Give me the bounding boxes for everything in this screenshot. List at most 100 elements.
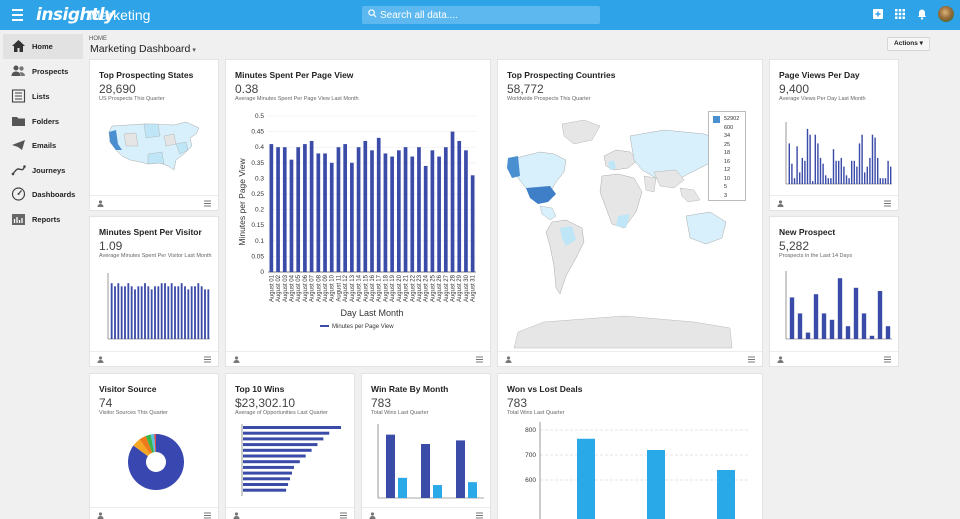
card-minutes-per-visitor: Minutes Spent Per Visitor 1.09 Average M… xyxy=(89,216,219,367)
app-logo[interactable]: insightly xyxy=(36,5,115,25)
bar xyxy=(184,286,186,339)
x-tick-label: August 21 xyxy=(404,274,410,302)
list-icon[interactable] xyxy=(748,356,755,363)
bar xyxy=(194,286,196,339)
card-subtitle: Average Minutes Spent Per Visitor Last M… xyxy=(99,253,212,259)
list-icon[interactable] xyxy=(340,512,347,519)
nav-item-lists[interactable]: Lists xyxy=(3,84,83,109)
list-icon[interactable] xyxy=(884,200,891,207)
actions-button[interactable]: Actions ▾ xyxy=(887,37,930,51)
bar xyxy=(336,147,341,272)
bar xyxy=(144,283,146,339)
nav-item-folders[interactable]: Folders xyxy=(3,109,83,134)
win-rate-chart[interactable] xyxy=(374,424,484,500)
list-icon[interactable] xyxy=(476,356,483,363)
bar xyxy=(853,287,859,339)
card-title: Minutes Spent Per Visitor xyxy=(99,227,202,237)
apps-grid-icon[interactable] xyxy=(894,8,906,20)
bar xyxy=(797,313,803,339)
card-won-vs-lost-deals: Won vs Lost Deals 783 Total Wins Last Qu… xyxy=(497,373,763,519)
list-icon[interactable] xyxy=(204,512,211,519)
list-icon[interactable] xyxy=(884,356,891,363)
x-tick-label: August 14 xyxy=(357,274,363,302)
x-tick-label: August 05 xyxy=(296,274,302,302)
x-tick-label: August 01 xyxy=(269,274,275,302)
bar xyxy=(130,286,133,339)
nav-item-journeys[interactable]: Journeys xyxy=(3,158,83,183)
pie-slice xyxy=(139,435,153,454)
card-footer xyxy=(770,351,898,366)
x-tick-label: August 10 xyxy=(330,274,336,302)
person-icon[interactable] xyxy=(97,356,104,363)
person-icon[interactable] xyxy=(777,356,784,363)
breadcrumb[interactable]: HOME xyxy=(89,36,107,42)
nav-item-dashboards[interactable]: Dashboards xyxy=(3,182,83,207)
card-footer xyxy=(770,195,898,210)
bar xyxy=(887,160,889,184)
person-icon[interactable] xyxy=(97,512,104,519)
bar xyxy=(814,134,817,184)
list-icon[interactable] xyxy=(204,200,211,207)
nav-item-prospects[interactable]: Prospects xyxy=(3,59,83,84)
bar xyxy=(243,471,292,475)
page-title[interactable]: Marketing Dashboard ▾ xyxy=(90,43,196,55)
bar xyxy=(343,144,348,272)
nav-label: Reports xyxy=(32,215,61,224)
bar xyxy=(793,178,796,184)
bar xyxy=(456,440,465,498)
search-input[interactable] xyxy=(380,7,590,23)
world-map[interactable] xyxy=(504,116,734,352)
add-icon[interactable] xyxy=(872,8,884,20)
x-tick-label: August 26 xyxy=(437,274,443,302)
bar xyxy=(350,162,354,272)
map-legend-value: 10 xyxy=(724,175,731,182)
bar xyxy=(801,157,804,184)
y-tick-label: 0.05 xyxy=(251,253,264,260)
us-map[interactable] xyxy=(104,116,208,174)
bar xyxy=(110,283,113,339)
bar xyxy=(403,147,408,272)
legend-swatch xyxy=(713,116,720,123)
top-10-wins-chart[interactable] xyxy=(240,424,344,496)
minutes-per-page-view-chart[interactable]: 0 0.05 0.1 0.15 0.2 0.25 0.3 0.35 0.4 0.45 0.5 Augu… xyxy=(226,108,490,354)
person-icon[interactable] xyxy=(97,200,104,207)
bar xyxy=(204,289,206,339)
user-avatar[interactable] xyxy=(938,6,954,22)
bar xyxy=(303,144,307,272)
bar xyxy=(370,150,374,272)
person-icon[interactable] xyxy=(233,512,240,519)
bar xyxy=(243,460,300,464)
won-vs-lost-chart[interactable]: 600 700 800 xyxy=(498,422,762,519)
card-win-rate-by-month: Win Rate By Month 783 Total Wins Last Qu… xyxy=(361,373,491,519)
list-icon[interactable] xyxy=(204,356,211,363)
person-icon[interactable] xyxy=(777,200,784,207)
nav-item-reports[interactable]: Reports xyxy=(3,207,83,232)
bar xyxy=(858,143,861,184)
person-icon[interactable] xyxy=(369,512,376,519)
menu-icon[interactable] xyxy=(12,9,23,24)
bar xyxy=(243,443,318,447)
person-icon[interactable] xyxy=(233,356,240,363)
bar xyxy=(813,294,819,339)
bell-icon[interactable] xyxy=(916,8,928,20)
x-tick-label: August 19 xyxy=(390,274,396,302)
list-icon[interactable] xyxy=(476,512,483,519)
bar xyxy=(243,448,312,452)
x-tick-label: August 03 xyxy=(283,274,289,302)
person-icon[interactable] xyxy=(505,356,512,363)
new-prospect-chart[interactable] xyxy=(782,271,892,341)
bar xyxy=(884,178,887,184)
search-box[interactable] xyxy=(362,6,600,24)
visitor-source-donut[interactable] xyxy=(126,432,186,492)
nav-item-home[interactable]: Home xyxy=(3,34,83,59)
page-views-chart[interactable] xyxy=(782,122,892,186)
bar xyxy=(845,175,848,184)
nav-item-emails[interactable]: Emails xyxy=(3,133,83,158)
x-tick-label: August 08 xyxy=(316,274,322,302)
bar xyxy=(197,283,200,339)
bar xyxy=(829,319,835,339)
pie-slice xyxy=(145,434,155,453)
bar xyxy=(117,283,120,339)
minutes-per-visitor-chart[interactable] xyxy=(104,273,210,341)
bar xyxy=(450,131,455,272)
